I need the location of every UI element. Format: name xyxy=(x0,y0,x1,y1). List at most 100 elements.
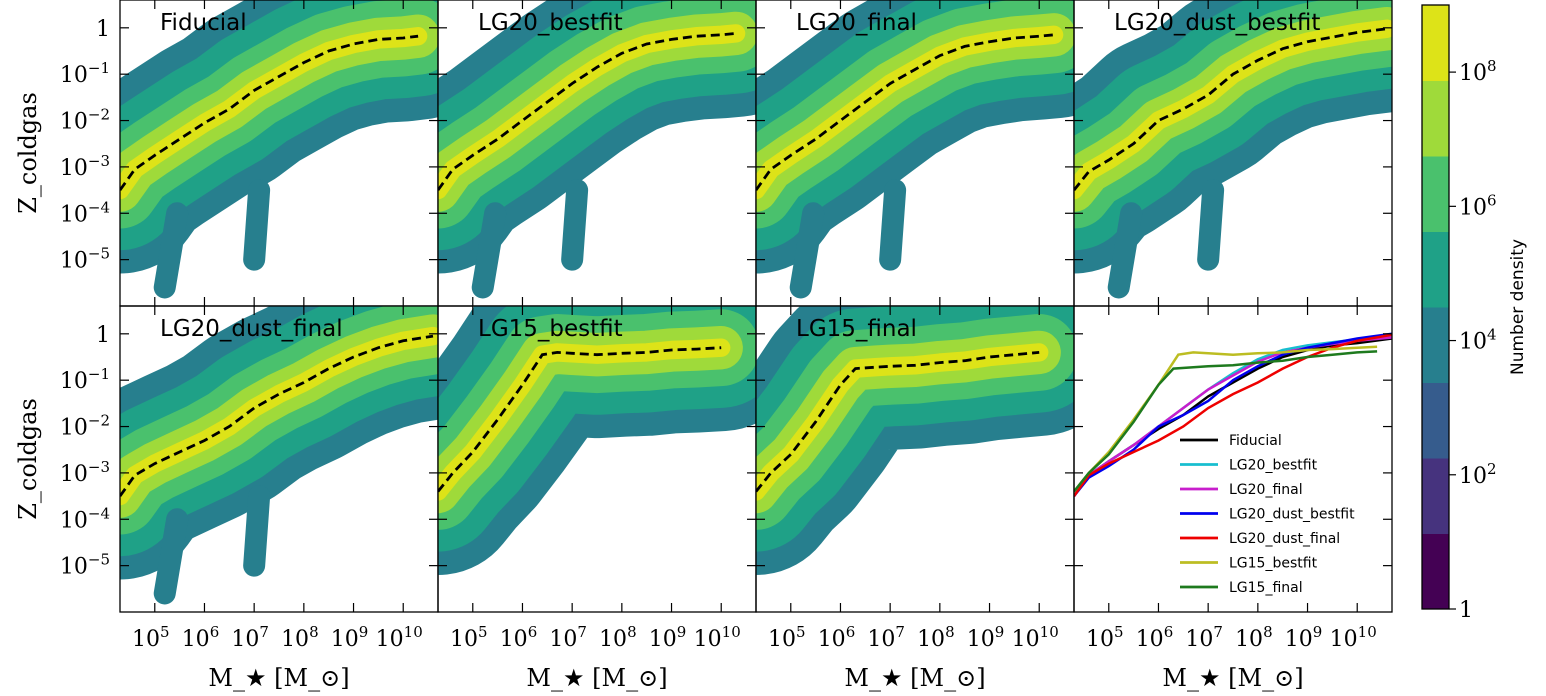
median-line xyxy=(1074,27,1388,191)
x-axis-label: M_★ [M_⊙] xyxy=(1162,664,1303,692)
panel-LG15_bestfit: LG15_bestfit 105 106 107 108 109 1010 M_★ [M_⊙] xyxy=(437,305,757,692)
panel-title: LG20_dust_final xyxy=(160,316,343,342)
y-tick-label: 10−5 xyxy=(60,551,110,580)
colorbar: 1 102 104 106 108 Number density xyxy=(1421,4,1528,623)
density-plume xyxy=(561,179,589,271)
median-line xyxy=(438,32,737,191)
panel-LG20_final: LG20_final xyxy=(755,0,1075,307)
x-tick-label: 107 xyxy=(1185,623,1223,652)
x-tick-label: 107 xyxy=(231,623,269,652)
x-tick-label: 1010 xyxy=(376,623,423,652)
x-tick-label: 108 xyxy=(1235,623,1273,652)
panel-comparison: Fiducial LG20_bestfit LG20_final LG20_dust_… xyxy=(1073,305,1393,692)
x-tick-label: 105 xyxy=(450,623,488,652)
series-line-LG15_bestfit xyxy=(1074,345,1378,493)
legend-label: LG15_bestfit xyxy=(1229,556,1318,572)
panel-title: LG20_final xyxy=(796,10,917,36)
colorbar-tick-label: 106 xyxy=(1459,191,1497,220)
x-tick-label: 1010 xyxy=(1012,623,1059,652)
panel-LG15_final: LG15_final 105 106 107 108 109 1010 M_★ [M_⊙] xyxy=(755,305,1075,692)
median-line xyxy=(120,34,419,191)
legend-label: LG20_dust_final xyxy=(1229,531,1340,547)
x-tick-label: 105 xyxy=(1086,623,1124,652)
y-tick-label: 10−4 xyxy=(60,198,110,227)
panel-Fiducial: Fiducial 1 10−1 10−2 10−3 10−4 10−5 Z_coldgas xyxy=(14,0,439,307)
density-plume xyxy=(1107,202,1143,299)
x-axis-label: M_★ [M_⊙] xyxy=(844,664,985,692)
panel-LG20_bestfit: LG20_bestfit xyxy=(437,0,757,307)
x-tick-label: 1010 xyxy=(1330,623,1377,652)
x-tick-label: 105 xyxy=(132,623,170,652)
x-tick-label: 109 xyxy=(331,623,369,652)
legend-label: LG20_final xyxy=(1229,482,1303,498)
y-axis-label: Z_coldgas xyxy=(14,92,42,214)
panel-LG20_dust_final: LG20_dust_final 1 10−1 10−2 10−3 10−4 10−5 Z_co… xyxy=(14,305,439,692)
panel-title: LG15_bestfit xyxy=(478,316,623,342)
x-tick-label: 106 xyxy=(182,623,220,652)
density-plume xyxy=(471,202,507,299)
colorbar-band xyxy=(1422,156,1449,232)
colorbar-band xyxy=(1422,382,1449,459)
panel-LG20_dust_bestfit: LG20_dust_bestfit xyxy=(1073,0,1393,307)
colorbar-tick-label: 108 xyxy=(1459,57,1497,86)
x-tick-label: 106 xyxy=(1136,623,1174,652)
y-tick-label: 10−1 xyxy=(60,365,110,394)
y-tick-label: 10−2 xyxy=(60,412,110,441)
median-line xyxy=(438,346,722,493)
panel-frame xyxy=(1073,305,1393,613)
colorbar-frame xyxy=(1421,4,1450,610)
y-tick-label: 10−5 xyxy=(60,245,110,274)
series-line-LG15_final xyxy=(1074,350,1378,493)
legend-label: LG20_dust_bestfit xyxy=(1229,507,1355,523)
legend-label: Fiducial xyxy=(1229,433,1282,449)
density-plume xyxy=(789,202,825,299)
x-tick-label: 107 xyxy=(867,623,905,652)
y-tick-label: 10−1 xyxy=(60,59,110,88)
y-axis-label: Z_coldgas xyxy=(14,398,42,520)
x-tick-label: 108 xyxy=(917,623,955,652)
x-tick-label: 105 xyxy=(768,623,806,652)
x-tick-label: 109 xyxy=(967,623,1005,652)
density-plume xyxy=(243,179,271,271)
y-tick-label: 10−3 xyxy=(60,152,110,181)
colorbar-tick-label: 1 xyxy=(1459,598,1473,623)
x-tick-label: 107 xyxy=(549,623,587,652)
colorbar-tick-label: 102 xyxy=(1459,460,1497,489)
panel-title: LG20_bestfit xyxy=(478,10,623,36)
x-tick-label: 1010 xyxy=(694,623,741,652)
legend-label: LG20_bestfit xyxy=(1229,458,1318,474)
x-tick-label: 108 xyxy=(281,623,319,652)
colorbar-band xyxy=(1422,307,1449,383)
x-tick-label: 109 xyxy=(1285,623,1323,652)
y-tick-label: 10−3 xyxy=(60,458,110,487)
colorbar-band xyxy=(1422,458,1449,534)
y-tick-label: 1 xyxy=(96,17,110,42)
colorbar-band xyxy=(1422,80,1449,157)
colorbar-tick-label: 104 xyxy=(1459,326,1497,355)
density-plume xyxy=(243,485,271,577)
panel-title: LG20_dust_bestfit xyxy=(1114,10,1320,36)
panel-title: Fiducial xyxy=(160,10,247,36)
y-tick-label: 1 xyxy=(96,323,110,348)
colorbar-band xyxy=(1422,5,1449,81)
x-tick-label: 108 xyxy=(599,623,637,652)
legend: Fiducial LG20_bestfit LG20_final LG20_dust_… xyxy=(1180,433,1355,596)
density-plume xyxy=(153,508,189,605)
series-line-LG20_dust_bestfit xyxy=(1074,332,1392,497)
median-line xyxy=(756,351,1040,493)
median-line xyxy=(756,33,1055,191)
colorbar-label: Number density xyxy=(1508,239,1528,375)
colorbar-band xyxy=(1422,533,1449,610)
median-line xyxy=(120,334,434,497)
x-axis-label: M_★ [M_⊙] xyxy=(208,664,349,692)
y-tick-label: 10−4 xyxy=(60,504,110,533)
legend-label: LG15_final xyxy=(1229,580,1303,596)
density-plume xyxy=(153,202,189,299)
density-plume xyxy=(879,179,907,271)
panel-title: LG15_final xyxy=(796,316,917,342)
x-tick-label: 106 xyxy=(500,623,538,652)
x-tick-label: 106 xyxy=(818,623,856,652)
x-tick-label: 109 xyxy=(649,623,687,652)
density-plume xyxy=(1197,179,1225,271)
